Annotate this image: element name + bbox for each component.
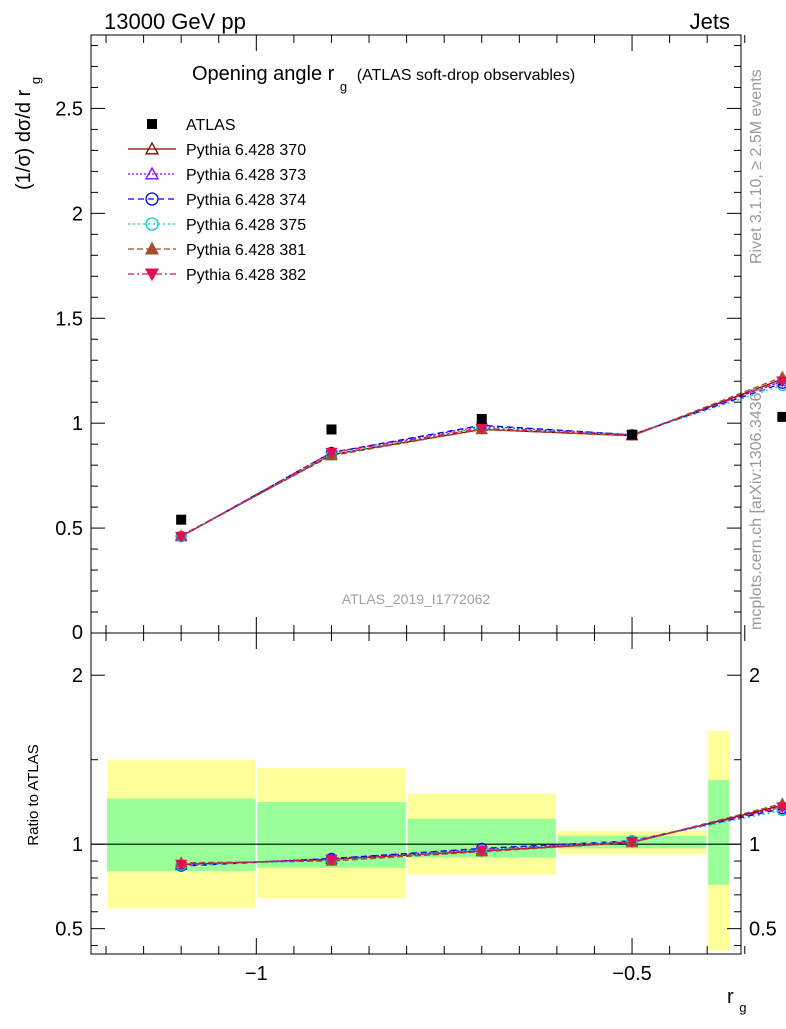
ratio-green-band bbox=[708, 779, 729, 885]
legend-marker-374 bbox=[145, 192, 159, 206]
ratio-point-382 bbox=[625, 837, 639, 848]
legend-label-375: Pythia 6.428 375 bbox=[186, 217, 306, 234]
ratio-ytick-label-right: 1 bbox=[749, 834, 760, 856]
analysis-watermark: ATLAS_2019_I1772062 bbox=[342, 591, 491, 607]
x-axis-label: r g bbox=[727, 986, 746, 1015]
legend-label-373: Pythia 6.428 373 bbox=[186, 167, 306, 184]
ratio-panel: 0.5 0.5 1 1 2 2 bbox=[55, 633, 786, 954]
series-line-381 bbox=[180, 376, 786, 537]
main-panel: 0.5 1 1.5 2 2.5 0 bbox=[55, 35, 786, 644]
ratio-ytick-label-left: 2 bbox=[72, 665, 83, 687]
legend-label-374: Pythia 6.428 374 bbox=[186, 192, 306, 209]
series-point-382 bbox=[175, 531, 188, 543]
ratio-ylabel: Ratio to ATLAS bbox=[25, 744, 42, 845]
ratio-ytick-label-right: 0.5 bbox=[749, 919, 777, 941]
main-ytick-label: 2 bbox=[72, 203, 83, 225]
legend-label-381: Pythia 6.428 381 bbox=[186, 242, 306, 259]
main-ylabel-sub: g bbox=[28, 77, 43, 84]
main-ytick-label-zero: 0 bbox=[72, 622, 83, 644]
legend-marker-370 bbox=[144, 141, 160, 155]
legend-marker-382 bbox=[144, 268, 160, 282]
series-point-382 bbox=[325, 447, 338, 459]
x-axis-label-main: r bbox=[727, 986, 734, 1008]
atlas-data-point bbox=[176, 514, 187, 525]
legend-marker-375 bbox=[145, 217, 159, 231]
main-ytick-label: 1 bbox=[72, 413, 83, 435]
atlas-data-point bbox=[326, 424, 337, 435]
legend: ATLAS Pythia 6.428 370 Pythia 6.428 373 Pyt… bbox=[128, 117, 306, 284]
legend-marker-381 bbox=[144, 241, 160, 255]
ratio-point-382 bbox=[776, 802, 786, 814]
plot-title-sub: g bbox=[340, 79, 347, 94]
header-process: Jets bbox=[690, 9, 730, 34]
series-point-382 bbox=[776, 376, 786, 388]
x-tick-label: −1 bbox=[245, 963, 268, 985]
plot-title-extra: (ATLAS soft-drop observables) bbox=[357, 67, 575, 84]
header-energy: 13000 GeV pp bbox=[104, 9, 246, 34]
ratio-line-374 bbox=[181, 808, 786, 867]
x-tick-label: −0.5 bbox=[612, 963, 651, 985]
plot-title-main: Opening angle r bbox=[192, 63, 335, 85]
ratio-ytick-label-right: 2 bbox=[749, 665, 760, 687]
legend-label-382: Pythia 6.428 382 bbox=[186, 267, 306, 284]
main-ylabel: (1/σ) dσ/d r g bbox=[13, 77, 43, 190]
atlas-data-point bbox=[476, 413, 487, 424]
atlas-data-point bbox=[627, 429, 638, 440]
atlas-data-point bbox=[777, 411, 786, 422]
series-line-370 bbox=[180, 378, 786, 538]
legend-label-370: Pythia 6.428 370 bbox=[186, 142, 306, 159]
rivet-info: Rivet 3.1.10, ≥ 2.5M events bbox=[748, 69, 765, 264]
ratio-point-382 bbox=[475, 846, 488, 858]
ratio-ytick-label-left: 0.5 bbox=[55, 919, 83, 941]
main-ylabel-main: (1/σ) dσ/d r bbox=[13, 89, 35, 190]
ratio-line-375 bbox=[181, 809, 786, 866]
series-line-375 bbox=[180, 384, 786, 538]
main-ytick-label: 1.5 bbox=[55, 308, 83, 330]
series-line-382 bbox=[180, 380, 786, 538]
plot-title: Opening angle r g (ATLAS soft-drop obser… bbox=[192, 63, 575, 96]
ratio-ytick-label-left: 1 bbox=[72, 834, 83, 856]
legend-marker-atlas bbox=[147, 119, 157, 129]
mcplots-info: mcplots.cern.ch [arXiv:1306.3436] bbox=[748, 388, 765, 630]
main-ytick-label: 0.5 bbox=[55, 518, 83, 540]
legend-label-atlas: ATLAS bbox=[186, 117, 236, 134]
ratio-point-382 bbox=[325, 854, 338, 866]
main-ytick-label: 2.5 bbox=[55, 98, 83, 120]
legend-marker-373 bbox=[144, 166, 160, 180]
series-line-374 bbox=[180, 382, 786, 538]
x-axis-label-sub: g bbox=[739, 1000, 746, 1015]
ratio-panel-frame bbox=[90, 632, 742, 955]
series-line-373 bbox=[180, 380, 786, 538]
ratio-point-382 bbox=[175, 859, 188, 871]
series-point-382 bbox=[475, 423, 488, 435]
